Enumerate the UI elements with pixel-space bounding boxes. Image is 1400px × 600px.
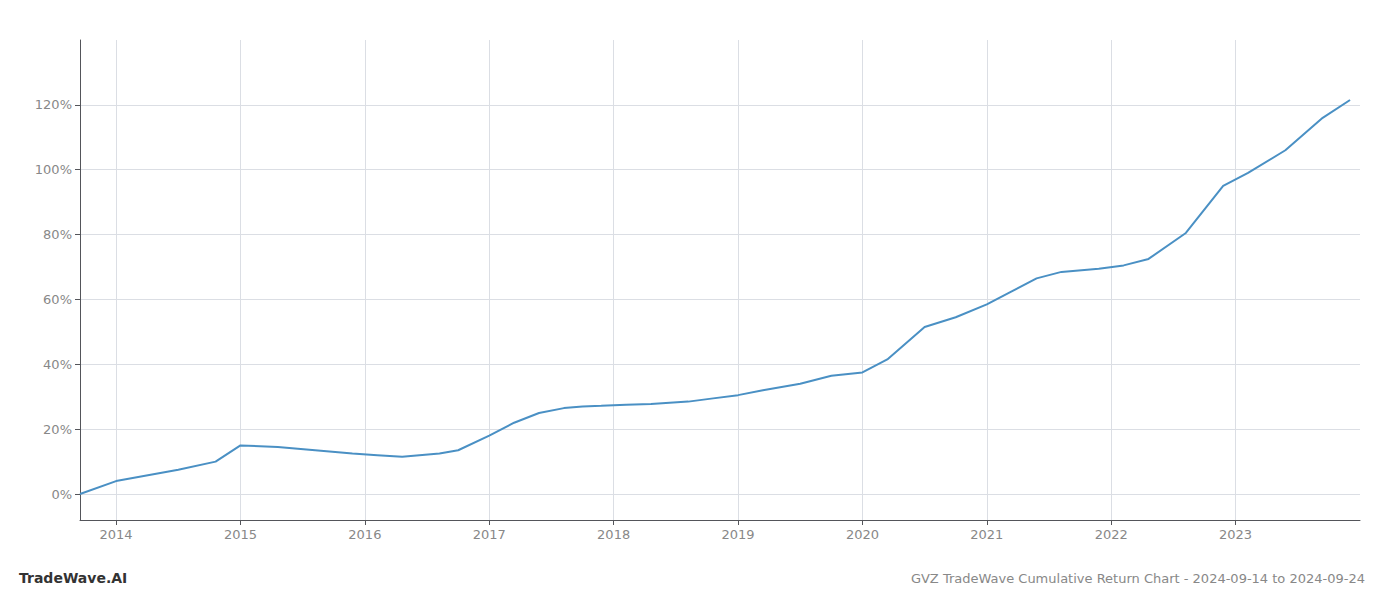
svg-text:2018: 2018 xyxy=(597,527,630,542)
svg-text:2022: 2022 xyxy=(1095,527,1128,542)
svg-text:120%: 120% xyxy=(35,97,72,112)
svg-text:2020: 2020 xyxy=(846,527,879,542)
svg-text:2021: 2021 xyxy=(970,527,1003,542)
svg-text:60%: 60% xyxy=(43,292,72,307)
svg-text:TradeWave.AI: TradeWave.AI xyxy=(19,570,127,586)
svg-text:2016: 2016 xyxy=(348,527,381,542)
svg-text:2015: 2015 xyxy=(224,527,257,542)
svg-text:2019: 2019 xyxy=(721,527,754,542)
svg-text:40%: 40% xyxy=(43,357,72,372)
svg-text:GVZ TradeWave Cumulative Retur: GVZ TradeWave Cumulative Return Chart - … xyxy=(911,571,1365,586)
svg-text:0%: 0% xyxy=(51,487,72,502)
svg-text:2014: 2014 xyxy=(100,527,133,542)
svg-text:20%: 20% xyxy=(43,422,72,437)
svg-text:2017: 2017 xyxy=(473,527,506,542)
svg-text:2023: 2023 xyxy=(1219,527,1252,542)
svg-text:80%: 80% xyxy=(43,227,72,242)
svg-text:100%: 100% xyxy=(35,162,72,177)
